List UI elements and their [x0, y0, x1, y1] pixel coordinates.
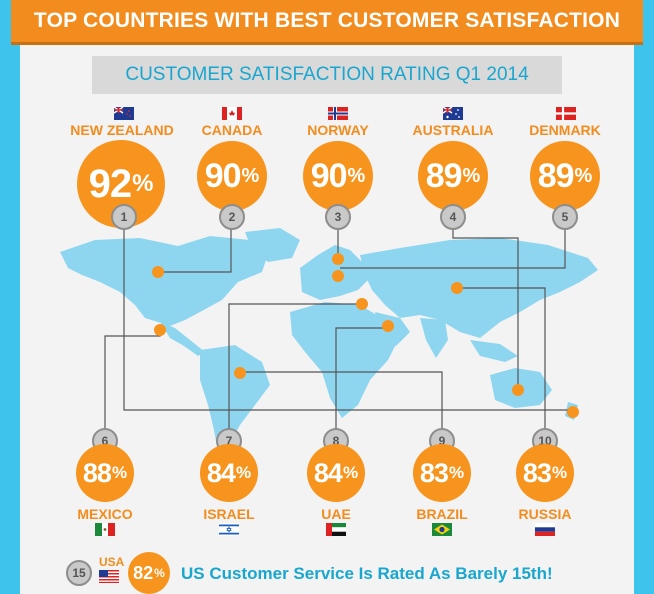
page-title: TOP COUNTRIES WITH BEST CUSTOMER SATISFA… — [11, 0, 643, 45]
rating-circle-israel: 84% — [200, 444, 258, 502]
percent-sign: % — [551, 463, 568, 482]
percent-sign: % — [347, 164, 366, 187]
connector-line-israel — [228, 303, 362, 432]
dot-brazil — [234, 367, 246, 379]
denmark-flag-icon — [556, 107, 576, 120]
percent-sign: % — [574, 164, 593, 187]
southeast-asia-shape — [470, 340, 518, 362]
north-america-shape — [60, 236, 268, 326]
rating-circle-denmark: 89% — [530, 141, 600, 211]
dot-russia — [451, 282, 463, 294]
australia-flag-icon — [443, 107, 463, 120]
rating-circle-uae: 84% — [307, 444, 365, 502]
usa-rank-note: US Customer Service Is Rated As Barely 1… — [181, 564, 553, 583]
dot-uae — [382, 320, 394, 332]
brazil-flag-icon — [432, 523, 452, 536]
rank-badge-5: 5 — [552, 204, 578, 230]
rating-value: 84 — [206, 457, 236, 488]
rank-badge-15: 15 — [66, 560, 92, 586]
percent-sign: % — [154, 566, 165, 580]
rank-badge-1: 1 — [111, 204, 137, 230]
rating-value: 82 — [133, 562, 154, 583]
connector-line-nz — [123, 228, 573, 411]
rating-circle-new-zealand: 92% — [77, 140, 165, 228]
country-name-canada: CANADA — [201, 122, 263, 138]
dot-australia — [512, 384, 524, 396]
rank-badge-4: 4 — [440, 204, 466, 230]
continents — [60, 228, 598, 452]
connector-line-uae — [335, 327, 388, 432]
percent-sign: % — [448, 463, 465, 482]
rank-badge-2: 2 — [219, 204, 245, 230]
percent-sign: % — [241, 164, 260, 187]
percent-sign: % — [342, 463, 359, 482]
connector-line-mexico — [104, 330, 161, 432]
country-name-israel: ISRAEL — [203, 506, 255, 522]
connector-line-canada — [158, 228, 232, 273]
rating-circle-canada: 90% — [197, 141, 267, 211]
greenland-shape — [245, 228, 300, 262]
location-dots — [152, 253, 579, 418]
country-name-norway: NORWAY — [307, 122, 369, 138]
russia-flag-icon — [535, 523, 555, 536]
uae-flag-icon — [326, 523, 346, 536]
dot-new-zealand — [567, 406, 579, 418]
country-name-australia: AUSTRALIA — [412, 122, 494, 138]
israel-flag-icon — [219, 523, 239, 536]
country-name-denmark: DENMARK — [529, 122, 601, 138]
dot-canada — [152, 266, 164, 278]
rating-value: 90 — [204, 156, 242, 195]
percent-sign: % — [111, 463, 128, 482]
india-shape — [420, 318, 448, 358]
mexico-flag-icon — [95, 523, 115, 536]
rating-value: 89 — [425, 156, 463, 195]
country-name-mexico: MEXICO — [77, 506, 133, 522]
rating-value: 88 — [82, 457, 112, 488]
central-america-shape — [160, 322, 205, 356]
country-name-uae: UAE — [321, 506, 351, 522]
percent-sign: % — [132, 170, 154, 197]
rating-value: 89 — [537, 156, 575, 195]
connector-line-russia — [457, 287, 546, 432]
dot-norway — [332, 253, 344, 265]
rating-circle-brazil: 83% — [413, 444, 471, 502]
country-name-usa: USA — [99, 555, 125, 569]
percent-sign: % — [462, 164, 481, 187]
rating-value: 84 — [313, 457, 343, 488]
country-name-brazil: BRAZIL — [416, 506, 468, 522]
rating-circle-norway: 90% — [303, 141, 373, 211]
rank-badge-3: 3 — [325, 204, 351, 230]
connector-line-brazil — [240, 371, 443, 432]
dot-israel — [356, 298, 368, 310]
norway-flag-icon — [328, 107, 348, 120]
africa-shape — [290, 302, 398, 418]
country-name-new-zealand: NEW ZEALAND — [70, 122, 174, 138]
usa-flag-icon — [99, 570, 119, 583]
rating-value: 90 — [310, 156, 348, 195]
subtitle: CUSTOMER SATISFACTION RATING Q1 2014 — [92, 56, 562, 94]
connector-line-denmark — [340, 228, 566, 269]
rating-value: 92 — [88, 161, 132, 206]
dot-mexico — [154, 324, 166, 336]
rating-circle-mexico: 88% — [76, 444, 134, 502]
new-zealand-flag-icon — [114, 107, 134, 120]
connector-line-australia — [452, 228, 519, 388]
percent-sign: % — [235, 463, 252, 482]
rating-circle-russia: 83% — [516, 444, 574, 502]
rating-value: 83 — [419, 457, 449, 488]
canada-flag-icon — [222, 107, 242, 120]
rating-value: 83 — [522, 457, 552, 488]
country-name-russia: RUSSIA — [518, 506, 572, 522]
dot-denmark — [332, 270, 344, 282]
rating-circle-australia: 89% — [418, 141, 488, 211]
rating-circle-usa: 82% — [128, 552, 170, 594]
